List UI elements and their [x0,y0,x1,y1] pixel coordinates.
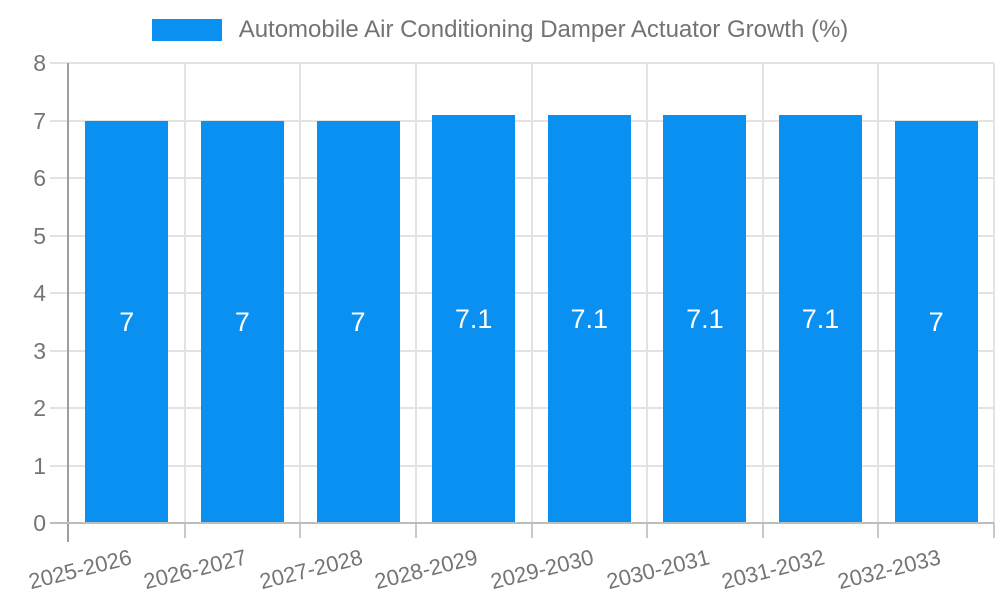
bar-value-label: 7.1 [801,303,840,334]
bar-value-label: 7 [350,306,366,337]
bar-value-label: 7 [234,306,250,337]
bar-value-label: 7.1 [570,303,609,334]
gridline-vertical [299,63,302,523]
x-axis-tick-mark [761,523,764,538]
gridline-vertical [414,63,417,523]
gridline-horizontal [50,464,994,467]
chart-legend[interactable]: Automobile Air Conditioning Damper Actua… [0,15,1000,45]
gridline-vertical [993,63,995,523]
y-axis-line [67,63,69,542]
legend-swatch-icon [151,19,222,41]
bar[interactable] [779,114,863,523]
bar-value-label: 7 [928,306,944,337]
gridline-vertical [530,63,533,523]
x-axis-tick-mark [183,523,186,538]
bar-value-label: 7 [119,306,135,337]
x-axis-tick-mark [530,523,533,538]
gridline-vertical [877,63,880,523]
x-axis-tick-label: 2029-2030 [488,544,597,595]
bar[interactable] [85,120,169,523]
y-axis-tick-label: 0 [33,510,46,536]
bar[interactable] [547,114,631,523]
x-axis-tick-mark [877,523,880,538]
gridline-horizontal [50,234,994,237]
x-axis-line [50,522,994,524]
x-axis-tick-label: 2028-2029 [372,544,481,595]
bar[interactable] [200,120,284,523]
bar[interactable] [663,114,747,523]
y-axis-tick-label: 4 [33,280,46,306]
gridline-horizontal [50,292,994,294]
y-axis-tick-label: 1 [33,452,46,479]
gridline-vertical [761,63,764,523]
y-axis-tick-label: 5 [33,222,46,249]
bar-value-label: 7.1 [454,303,493,334]
y-axis-tick-label: 3 [33,337,46,364]
gridline-horizontal [50,349,994,352]
gridline-vertical [183,63,186,523]
y-axis-tick-label: 2 [33,395,46,421]
x-axis-tick-mark [646,523,649,538]
bar[interactable] [894,120,978,523]
gridline-horizontal [50,62,994,64]
x-axis-tick-label: 2026-2027 [141,544,250,595]
y-axis-tick-label: 7 [33,107,46,134]
y-axis-tick-label: 8 [33,50,46,76]
x-axis-tick-label: 2030-2031 [603,544,712,595]
gridline-horizontal [50,177,994,179]
x-axis-tick-mark [993,523,995,538]
bar-value-label: 7.1 [686,303,724,334]
bar[interactable] [316,120,400,523]
x-axis-tick-mark [299,523,302,538]
y-axis-tick-label: 6 [33,165,46,191]
x-axis-tick-label: 2031-2032 [719,544,828,595]
legend-label: Automobile Air Conditioning Damper Actua… [238,16,849,43]
x-axis-tick-mark [414,523,417,538]
bar[interactable] [432,114,516,523]
gridline-horizontal [50,119,994,122]
x-axis-tick-label: 2027-2028 [256,544,365,595]
x-axis-tick-label: 2032-2033 [834,544,944,595]
gridline-horizontal [50,407,994,409]
gridline-vertical [646,63,649,523]
x-axis-tick-label: 2025-2026 [25,544,134,595]
